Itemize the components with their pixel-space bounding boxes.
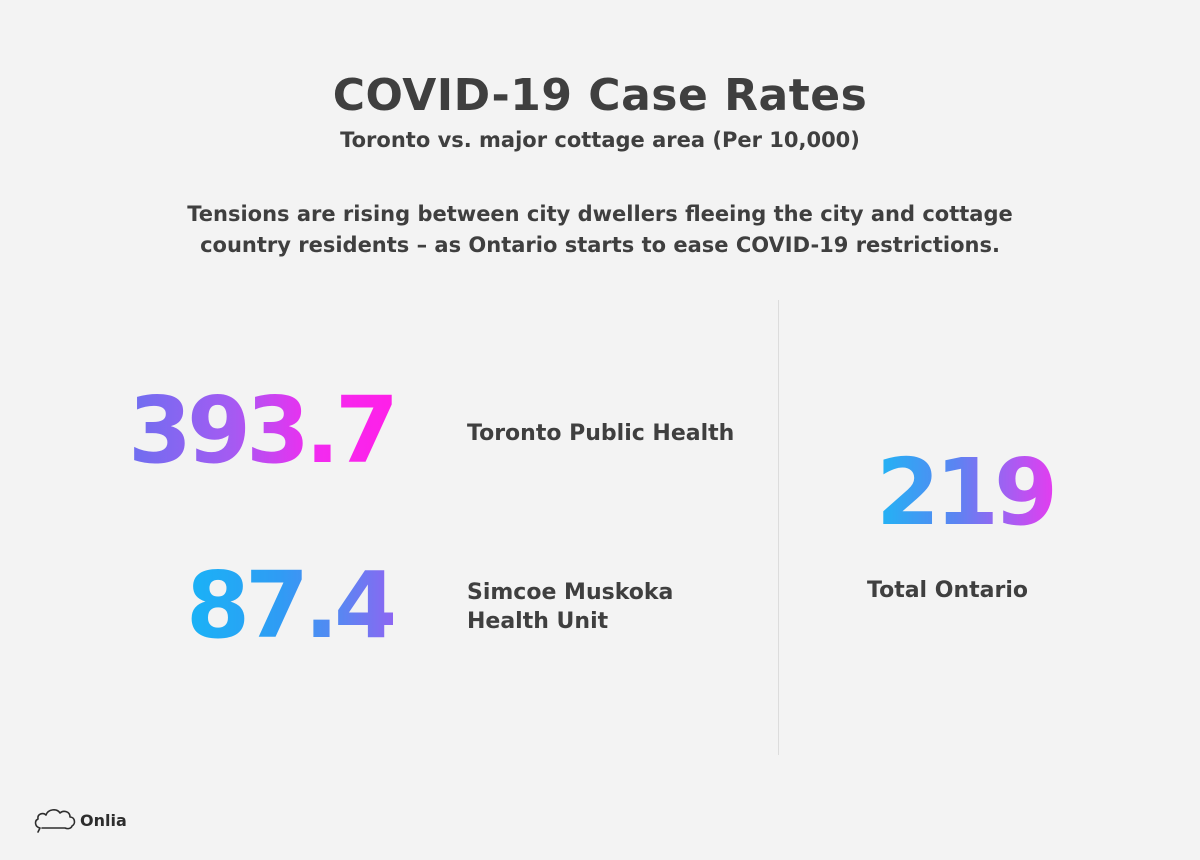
brand-name: Onlia [80,810,127,830]
ontario-rate-value: 219 [876,439,1058,546]
simcoe-rate-label: Simcoe Muskoka Health Unit [467,578,697,636]
intro-text: Tensions are rising between city dweller… [150,199,1050,261]
simcoe-label-line-2: Health Unit [467,609,609,634]
ontario-rate-label: Total Ontario [867,578,1028,603]
page-title: COVID-19 Case Rates [332,70,868,121]
page-subtitle: Toronto vs. major cottage area (Per 10,0… [340,128,860,152]
toronto-rate-label: Toronto Public Health [467,421,735,446]
toronto-rate-value: 393.7 [128,377,399,484]
cloud-icon [32,804,78,836]
intro-line-2: country residents – as Ontario starts to… [200,233,1000,257]
intro-line-1: Tensions are rising between city dweller… [187,202,1013,226]
simcoe-rate-value: 87.4 [186,552,398,659]
simcoe-label-line-1: Simcoe Muskoka [467,580,674,605]
brand-logo: Onlia [32,804,127,836]
column-divider [778,300,779,755]
